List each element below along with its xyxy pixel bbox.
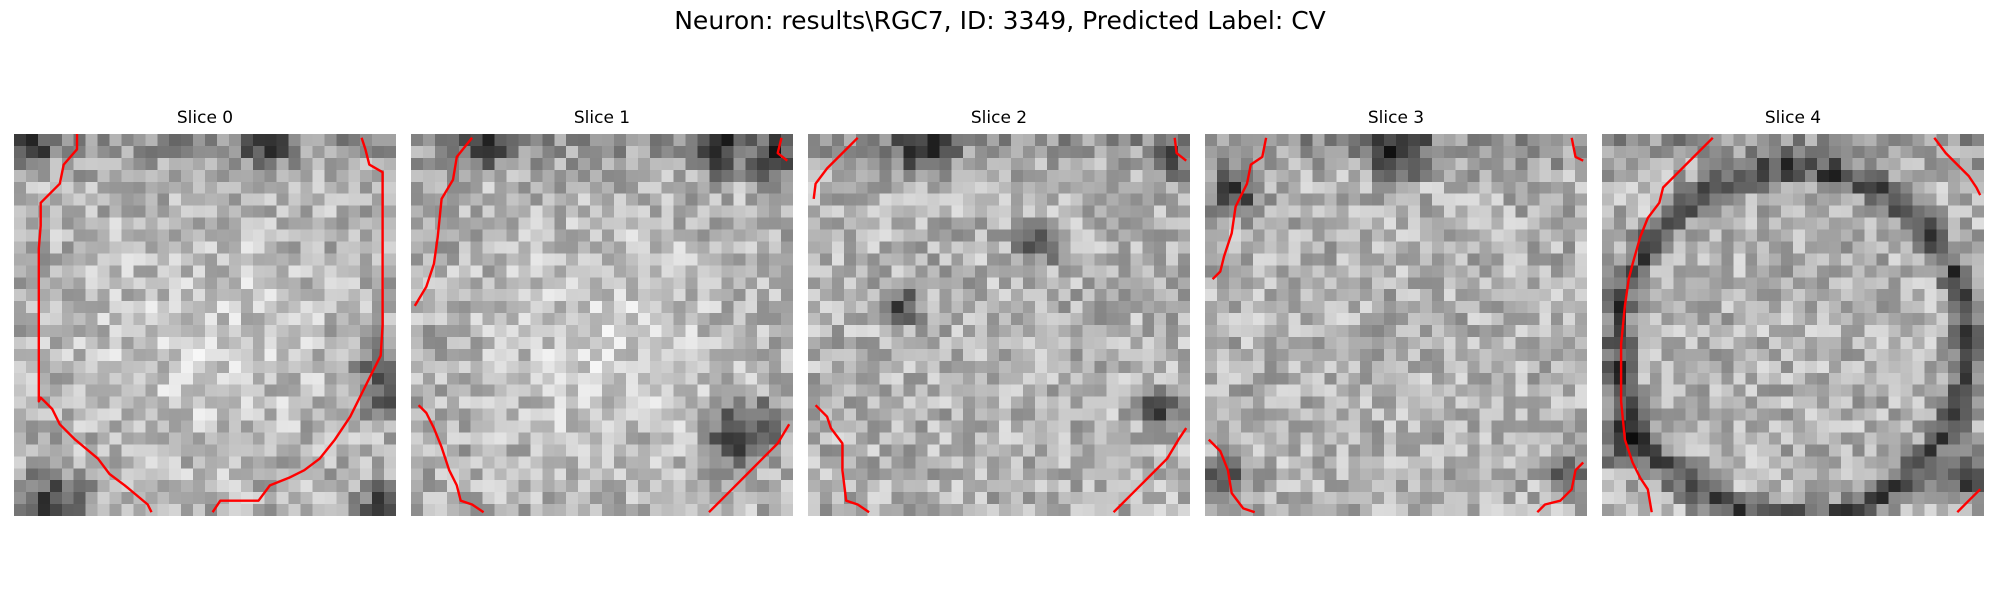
slice-3-image <box>1205 134 1587 516</box>
slice-4-image <box>1602 134 1984 516</box>
contour-line <box>1211 137 1268 281</box>
contour-line <box>1173 137 1187 162</box>
slice-pixels <box>14 134 396 516</box>
contour-line <box>1956 488 1982 514</box>
panel-title-slice-1: Slice 1 <box>573 108 631 128</box>
contour-line <box>1933 137 1982 196</box>
slice-2-image <box>808 134 1190 516</box>
contour-line <box>812 136 859 200</box>
panel-title-slice-4: Slice 4 <box>1764 108 1822 128</box>
contour-line <box>1536 461 1585 514</box>
contour-line <box>417 404 485 514</box>
contour-line <box>413 137 474 307</box>
contour-line <box>1112 427 1188 514</box>
figure-title: Neuron: results\RGC7, ID: 3349, Predicte… <box>674 6 1326 35</box>
contour-line <box>1570 137 1584 162</box>
slice-1-image <box>411 134 793 516</box>
contour-line <box>37 134 153 513</box>
contour-line <box>1207 438 1256 514</box>
panel-title-slice-2: Slice 2 <box>970 108 1028 128</box>
contour-line <box>1619 136 1714 513</box>
slice-pixels <box>411 134 793 516</box>
panel-title-slice-0: Slice 0 <box>176 108 234 128</box>
contour-line <box>814 404 870 514</box>
slice-0-image <box>14 134 396 516</box>
slice-pixels <box>1205 134 1587 516</box>
contour-line <box>211 137 384 513</box>
slice-pixels <box>808 134 1190 516</box>
panel-title-slice-3: Slice 3 <box>1367 108 1425 128</box>
contour-line <box>776 137 789 162</box>
slice-pixels <box>1602 134 1984 516</box>
contour-line <box>708 423 791 514</box>
